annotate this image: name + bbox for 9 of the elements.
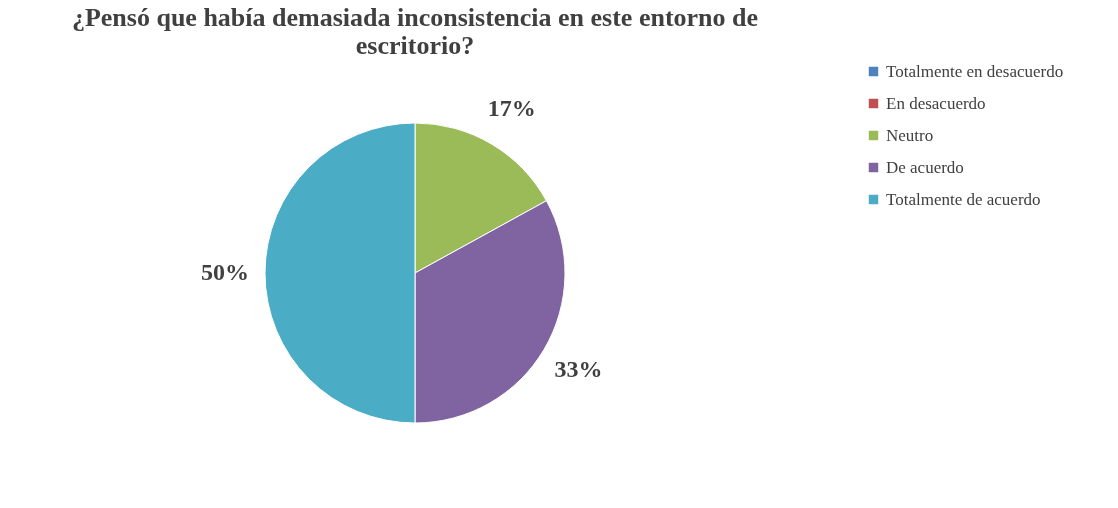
data-label: 17% xyxy=(487,95,536,122)
data-label: 33% xyxy=(554,355,603,382)
chart-title: ¿Pensó que había demasiada inconsistencia en este entorno de escritorio? xyxy=(71,3,759,60)
legend-label: En desacuerdo xyxy=(886,93,986,113)
legend-label: Totalmente en desacuerdo xyxy=(886,61,1064,81)
legend-label: Totalmente de acuerdo xyxy=(886,189,1041,209)
data-label: 50% xyxy=(201,259,249,285)
legend-label: De acuerdo xyxy=(886,157,964,177)
legend-label: Neutro xyxy=(886,125,934,145)
